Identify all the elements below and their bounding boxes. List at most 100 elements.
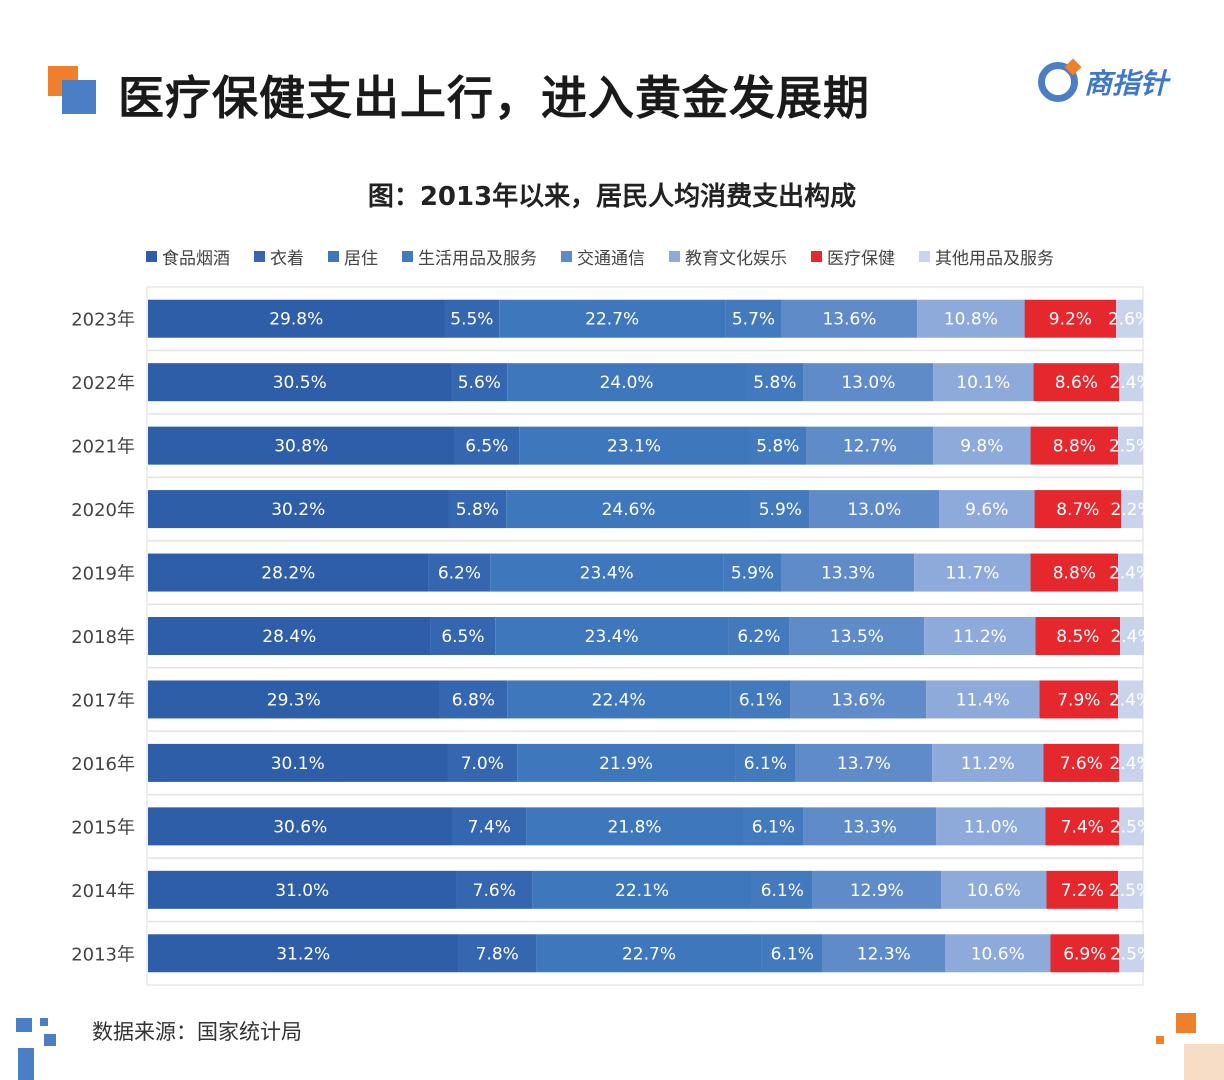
data-label: 30.1% [271,754,325,774]
legend-swatch [669,251,680,262]
logo-icon [1038,62,1078,102]
data-source: 数据来源：国家统计局 [92,1020,302,1044]
data-label: 13.6% [822,310,876,330]
bar-segment [507,680,731,719]
data-label: 7.6% [473,881,516,901]
data-label: 7.9% [1057,690,1100,710]
y-tick-label: 2023年 [71,310,135,331]
data-label: 22.1% [615,881,669,901]
data-label: 24.0% [600,373,654,393]
bar-segment [790,680,927,719]
bar-segment [428,553,491,592]
data-label: 2.5% [1110,817,1153,837]
bar-segment [924,617,1036,655]
data-label: 7.2% [1061,881,1104,901]
bar-segment [148,363,452,402]
data-label: 13.0% [847,500,901,520]
data-label: 5.7% [732,310,775,330]
bar-segment [917,299,1025,338]
data-label: 13.3% [821,564,875,584]
data-label: 5.5% [450,310,493,330]
bar-segment [536,934,762,973]
bar-segment [1035,617,1121,655]
legend-item: 生活用品及服务 [402,244,537,269]
bar-segment [452,807,527,846]
bar-segment [761,934,823,973]
bar-segment [728,617,790,655]
legend-item: 居住 [328,244,378,269]
data-label: 2.6% [1108,310,1151,330]
y-tick-label: 2014年 [71,881,135,902]
bar-segment [803,363,934,402]
data-label: 2.4% [1110,627,1153,647]
data-label: 31.0% [275,881,329,901]
data-label: 5.8% [753,373,796,393]
bar-segment [148,553,429,592]
bar-segment [1119,807,1144,846]
bar-segment [735,743,796,782]
bar-segment [781,553,915,592]
data-label: 11.4% [956,690,1010,710]
bar-segment [1024,299,1117,338]
bar-segment [1120,617,1144,655]
bar-segment [745,363,804,402]
page-title: 医疗保健支出上行，进入黄金发展期 [118,71,870,125]
data-label: 11.2% [961,754,1015,774]
bar-segment [148,617,431,655]
data-label: 23.4% [580,564,634,584]
bar-segment [456,870,533,909]
data-label: 7.4% [468,817,511,837]
data-label: 7.8% [476,944,519,964]
y-tick-label: 2013年 [71,944,135,965]
bar-segment [447,743,518,782]
y-tick-label: 2018年 [71,627,135,648]
bar-segment [781,299,918,338]
bar-segment [809,490,940,529]
data-label: 6.9% [1063,944,1106,964]
bar-segment [532,870,752,909]
data-label: 30.5% [273,373,327,393]
bar-segment [926,680,1040,719]
data-label: 30.2% [271,500,325,520]
bar-segment [495,617,729,655]
bar-segment [148,299,445,338]
y-tick-label: 2017年 [71,690,135,711]
data-label: 22.4% [592,690,646,710]
bar-segment [148,490,449,529]
bar-segment [148,934,459,973]
bar-segment [148,743,448,782]
data-label: 13.3% [843,817,897,837]
data-label: 6.1% [771,944,814,964]
bar-segment [743,807,804,846]
data-label: 2.4% [1109,754,1152,774]
data-label: 6.2% [737,627,780,647]
legend-item: 其他用品及服务 [919,244,1054,269]
data-label: 10.6% [971,944,1025,964]
bar-segment [148,426,455,465]
data-label: 2.2% [1110,500,1153,520]
bar-segment [1116,299,1143,338]
legend-label: 生活用品及服务 [418,249,537,269]
bar-segment [914,553,1031,592]
bar-segment [1121,490,1143,529]
data-label: 29.3% [267,690,321,710]
bar-segment [1119,363,1143,402]
bar-segment [1033,363,1120,402]
data-label: 31.2% [276,944,330,964]
bar-segment [458,934,537,973]
data-label: 2.5% [1109,881,1152,901]
bar-segment [748,426,807,465]
data-label: 2.5% [1110,944,1153,964]
bar-segment [1030,426,1119,465]
data-label: 10.6% [967,881,1021,901]
legend-label: 医疗保健 [827,249,895,269]
bar-segment [1034,490,1122,529]
data-label: 12.3% [857,944,911,964]
decor-block [44,1034,56,1046]
data-label: 6.5% [441,627,484,647]
bar-segment [812,870,942,909]
data-label: 23.4% [585,627,639,647]
bar-segment [1119,743,1143,782]
bar-segment [430,617,496,655]
